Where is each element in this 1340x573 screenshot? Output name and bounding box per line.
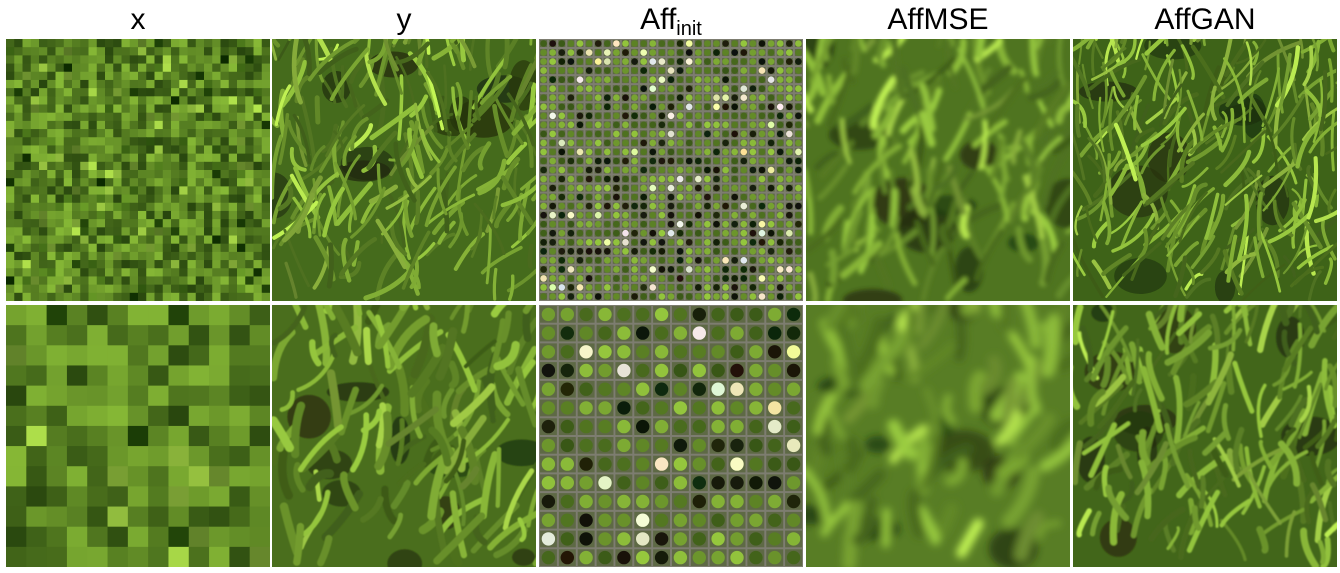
texture-image bbox=[1073, 305, 1337, 567]
image-aff-init-row-1 bbox=[539, 39, 803, 301]
image-x-row-2 bbox=[6, 305, 270, 567]
texture-image bbox=[806, 39, 1070, 301]
image-affgan-row-1 bbox=[1073, 39, 1337, 301]
image-aff-init-row-2 bbox=[539, 305, 803, 567]
column-title-y: y bbox=[272, 3, 536, 37]
image-y-row-1 bbox=[272, 39, 536, 301]
column-header-row: x y Affinit AffMSE AffGAN bbox=[0, 0, 1340, 40]
image-y-row-2 bbox=[272, 305, 536, 567]
image-x-row-1 bbox=[6, 39, 270, 301]
column-title-affgan: AffGAN bbox=[1073, 3, 1337, 37]
texture-image bbox=[272, 39, 536, 301]
column-title-y-text: y bbox=[396, 3, 412, 36]
column-title-aff-init: Affinit bbox=[539, 3, 803, 40]
column-title-x: x bbox=[6, 3, 270, 37]
column-title-aff-init-text: Aff bbox=[640, 3, 677, 36]
texture-image bbox=[1073, 39, 1337, 301]
texture-image bbox=[539, 305, 803, 567]
column-title-x-text: x bbox=[130, 3, 146, 36]
image-affmse-row-2 bbox=[806, 305, 1070, 567]
texture-image bbox=[6, 305, 270, 567]
column-title-aff-init-subscript: init bbox=[676, 18, 702, 40]
column-title-affmse: AffMSE bbox=[806, 3, 1070, 37]
texture-image bbox=[6, 39, 270, 301]
image-affgan-row-2 bbox=[1073, 305, 1337, 567]
column-title-affgan-text: AffGAN bbox=[1154, 3, 1256, 36]
column-title-affmse-text: AffMSE bbox=[887, 3, 989, 36]
texture-image bbox=[272, 305, 536, 567]
texture-image bbox=[539, 39, 803, 301]
texture-image bbox=[806, 305, 1070, 567]
image-affmse-row-1 bbox=[806, 39, 1070, 301]
